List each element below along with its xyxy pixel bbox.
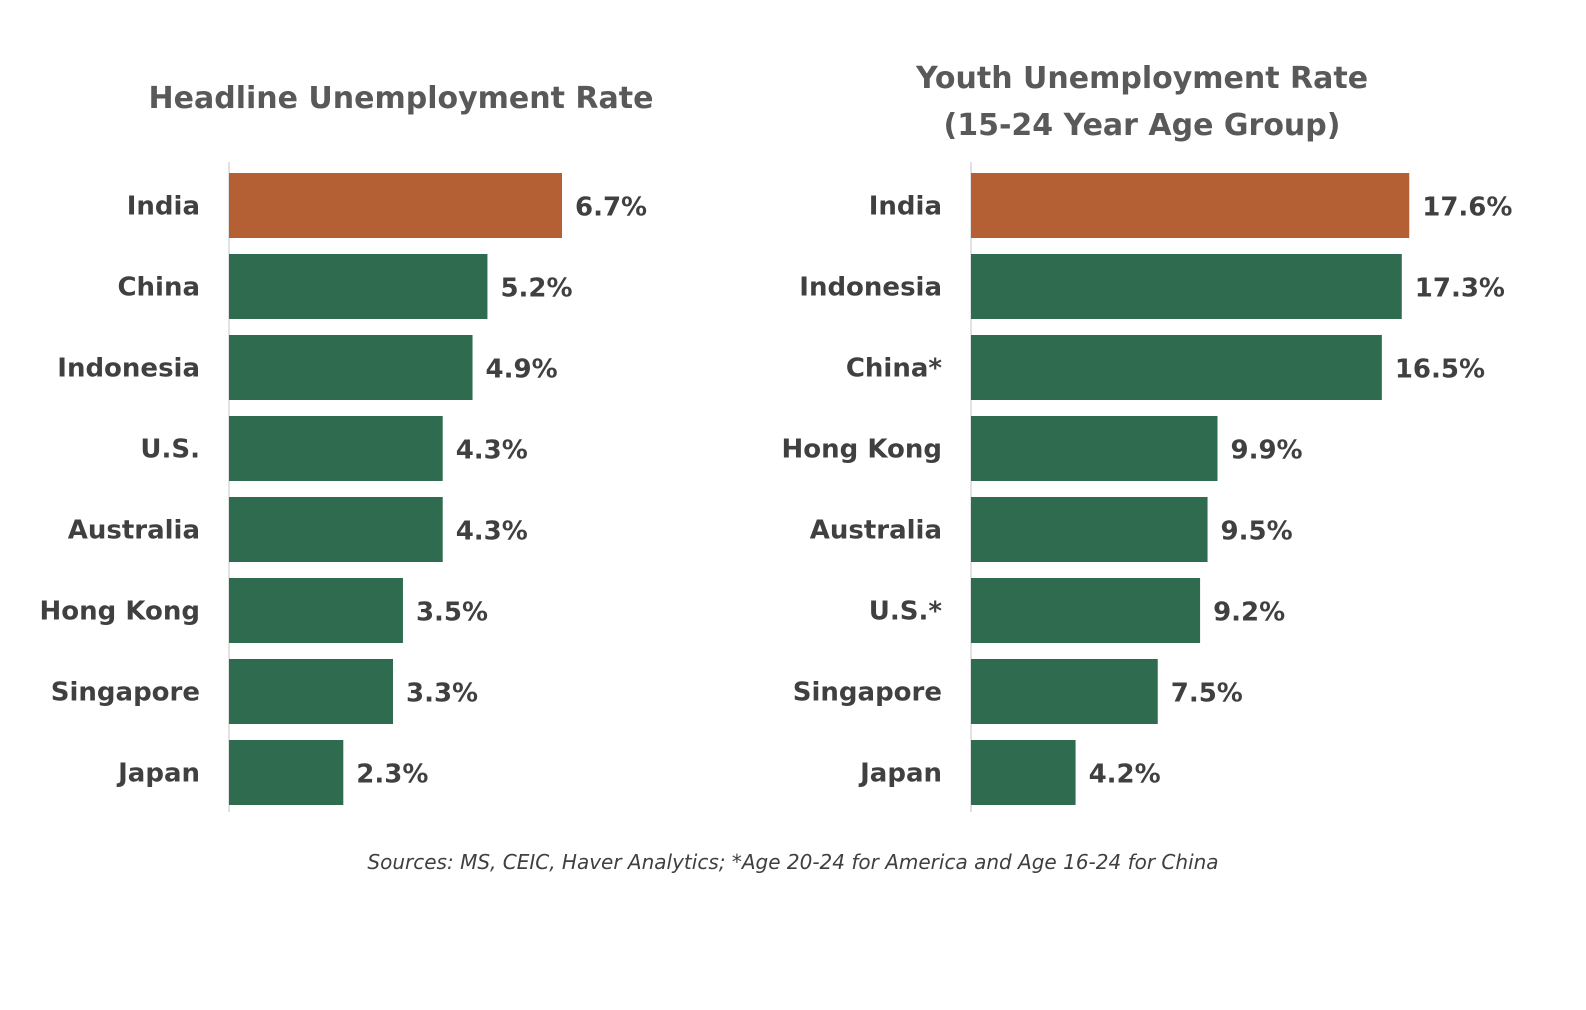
bar-china (229, 254, 488, 319)
data-label: 4.9% (486, 355, 558, 385)
bar-singapore (229, 659, 394, 724)
chart-title-line-2: (15-24 Year Age Group) (944, 108, 1341, 143)
chart-panel-1: Headline Unemployment Rate India 6.7% China… (40, 81, 654, 812)
data-label: 9.5% (1221, 517, 1293, 547)
category-label: Singapore (51, 678, 200, 708)
category-label: Singapore (793, 678, 942, 708)
category-label: India (127, 192, 200, 222)
category-label: U.S. (140, 435, 200, 465)
data-label: 6.7% (575, 193, 647, 223)
chart-title: Headline Unemployment Rate (149, 81, 654, 116)
category-label: Australia (68, 516, 200, 546)
bar-japan (971, 740, 1076, 805)
data-label: 16.5% (1395, 355, 1485, 385)
data-label: 3.3% (406, 679, 478, 709)
data-label: 4.3% (456, 436, 528, 466)
data-label: 17.6% (1422, 193, 1512, 223)
bar-u-s (229, 416, 443, 481)
category-label: Australia (810, 516, 942, 546)
data-label: 4.3% (456, 517, 528, 547)
bar-singapore (971, 659, 1158, 724)
bar-indonesia (971, 254, 1402, 319)
bar-hong-kong (229, 578, 403, 643)
bar-china (971, 335, 1382, 400)
chart-title-line-1: Youth Unemployment Rate (915, 61, 1368, 96)
category-label: U.S.* (869, 597, 943, 627)
data-label: 4.2% (1089, 760, 1161, 790)
bar-india (229, 173, 562, 238)
bar-australia (229, 497, 443, 562)
category-label: Indonesia (799, 273, 942, 303)
data-label: 3.5% (416, 598, 488, 628)
data-label: 9.2% (1213, 598, 1285, 628)
bar-india (971, 173, 1410, 238)
data-label: 5.2% (500, 274, 572, 304)
bar-hong-kong (971, 416, 1218, 481)
data-label: 7.5% (1171, 679, 1243, 709)
category-label: Indonesia (57, 354, 200, 384)
data-label: 17.3% (1415, 274, 1505, 304)
category-label: India (869, 192, 942, 222)
data-label: 9.9% (1231, 436, 1303, 466)
source-note: Sources: MS, CEIC, Haver Analytics; *Age… (367, 850, 1219, 874)
chart-panel-2: Youth Unemployment Rate (15-24 Year Age G… (782, 61, 1512, 812)
category-label: China (117, 273, 200, 303)
bar-indonesia (229, 335, 473, 400)
category-label: China* (846, 354, 943, 384)
category-label: Hong Kong (782, 435, 942, 465)
data-label: 2.3% (356, 760, 428, 790)
category-label: Hong Kong (40, 597, 200, 627)
bar-u-s (971, 578, 1201, 643)
bar-japan (229, 740, 344, 805)
category-label: Japan (858, 759, 942, 789)
bar-australia (971, 497, 1208, 562)
category-label: Japan (116, 759, 200, 789)
